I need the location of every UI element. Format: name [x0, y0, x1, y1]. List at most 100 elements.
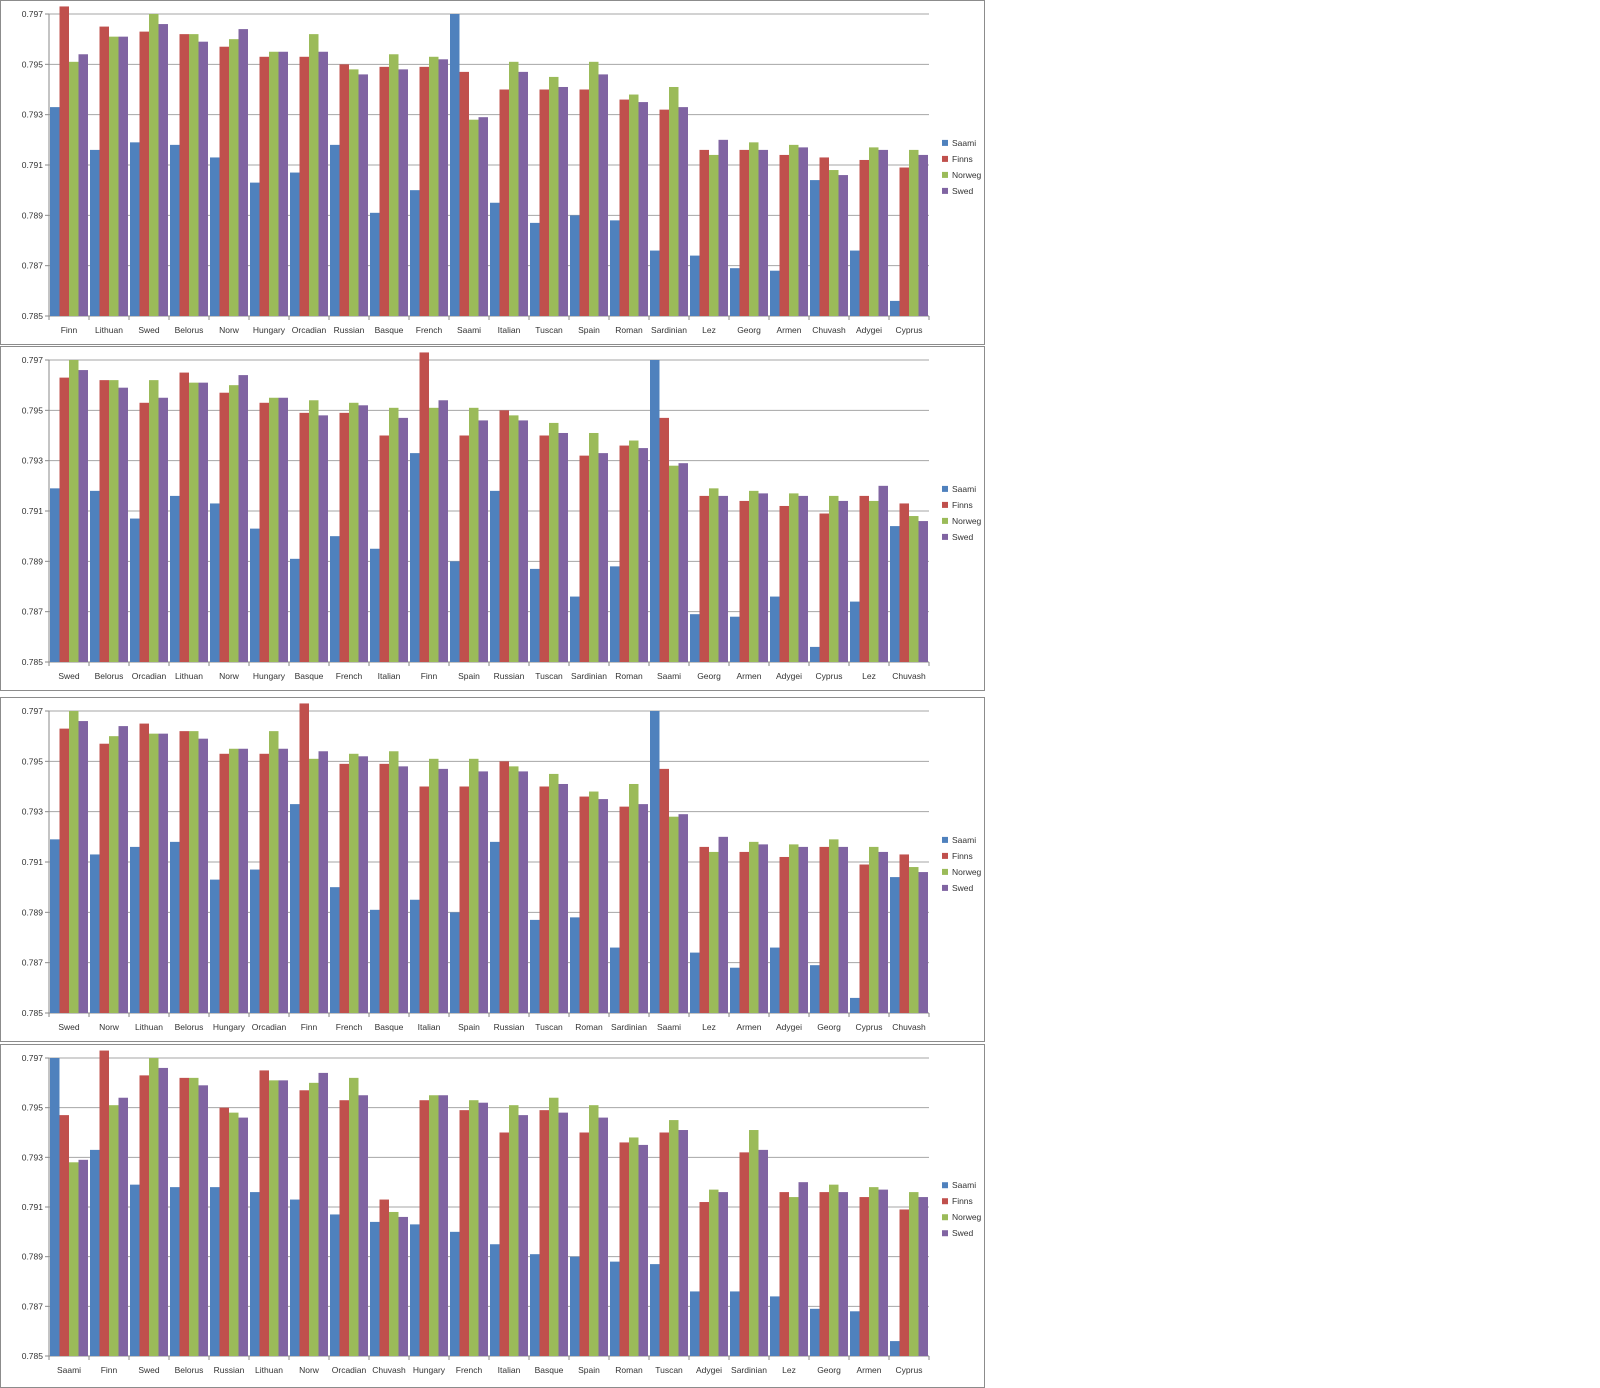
bar-roman-saami — [610, 220, 620, 316]
legend-label-norweg: Norweg — [952, 1212, 982, 1222]
y-tick-label: 0.787 — [22, 261, 44, 271]
bar-french-saami — [410, 190, 420, 316]
legend-swatch-saami — [942, 1182, 948, 1189]
bar-russian-swed — [238, 1117, 248, 1356]
bar-finn-norweg — [309, 758, 319, 1013]
bar-italian-swed — [518, 71, 528, 316]
bar-cyprus-saami — [890, 300, 900, 316]
bar-italian-norweg — [509, 1105, 519, 1356]
bar-swed-finns — [59, 728, 69, 1013]
bar-saami-saami — [650, 360, 660, 662]
bar-saami-norweg — [69, 1162, 79, 1356]
bar-belorus-norweg — [189, 34, 199, 317]
bar-basque-saami — [290, 558, 300, 662]
x-category-label: Russian — [334, 325, 365, 335]
bar-armen-finns — [739, 500, 749, 662]
bar-norw-norweg — [109, 736, 119, 1013]
bar-hungary-finns — [259, 402, 269, 662]
bar-armen-saami — [850, 1311, 860, 1356]
bar-spain-finns — [579, 89, 589, 316]
bar-finn-saami — [410, 453, 420, 662]
bar-cyprus-norweg — [909, 1192, 919, 1356]
bar-armen-swed — [758, 844, 768, 1013]
bar-french-swed — [358, 756, 368, 1013]
bar-sardinian-swed — [758, 1149, 768, 1356]
bar-lez-finns — [779, 1192, 789, 1356]
bar-saami-norweg — [469, 119, 479, 316]
y-tick-label: 0.785 — [22, 311, 44, 321]
bar-italian-saami — [410, 899, 420, 1013]
x-category-label: Lez — [702, 325, 716, 335]
bar-hungary-finns — [259, 56, 269, 317]
bar-belorus-finns — [99, 380, 109, 662]
bar-norw-saami — [210, 503, 220, 662]
y-tick-label: 0.791 — [22, 160, 44, 170]
bar-chuvash-swed — [918, 521, 928, 662]
bar-lithuan-saami — [90, 149, 100, 316]
bar-sardinian-finns — [739, 1152, 749, 1356]
legend-swatch-saami — [942, 836, 948, 843]
bar-armen-finns — [739, 851, 749, 1013]
bar-tuscan-swed — [558, 783, 568, 1013]
bar-belorus-saami — [170, 144, 180, 316]
bar-spain-saami — [450, 912, 460, 1013]
bar-adygei-finns — [859, 159, 869, 316]
bar-spain-finns — [579, 1132, 589, 1356]
bar-cyprus-finns — [819, 513, 829, 662]
x-category-label: Lithuan — [175, 671, 203, 681]
x-category-label: Belorus — [175, 1022, 204, 1032]
bar-adygei-norweg — [789, 493, 799, 662]
bar-georg-swed — [718, 495, 728, 662]
bar-lez-swed — [718, 836, 728, 1013]
bar-tuscan-saami — [650, 1264, 660, 1356]
bar-adygei-finns — [779, 505, 789, 662]
bar-saami-finns — [659, 768, 669, 1013]
bar-chuvash-saami — [810, 180, 820, 316]
bar-finn-swed — [438, 400, 448, 662]
bar-orcadian-finns — [259, 753, 269, 1013]
bar-adygei-saami — [850, 250, 860, 316]
bar-georg-finns — [819, 1192, 829, 1356]
y-tick-label: 0.787 — [22, 1301, 44, 1311]
bar-lez-saami — [690, 952, 700, 1013]
bar-italian-swed — [518, 1115, 528, 1356]
bar-sardinian-swed — [598, 453, 608, 662]
bar-russian-norweg — [229, 1112, 239, 1356]
bar-italian-norweg — [389, 407, 399, 662]
x-category-label: Basque — [535, 1365, 564, 1375]
x-category-label: Finn — [101, 1365, 118, 1375]
bar-chuvash-norweg — [829, 170, 839, 316]
bar-roman-saami — [610, 1261, 620, 1356]
x-category-label: Lez — [862, 671, 876, 681]
bar-roman-swed — [638, 1144, 648, 1356]
bar-orcadian-swed — [318, 51, 328, 316]
bar-swed-norweg — [149, 1058, 159, 1356]
bar-basque-swed — [318, 415, 328, 662]
bar-belorus-saami — [90, 490, 100, 662]
x-category-label: Orcadian — [252, 1022, 287, 1032]
bar-norw-finns — [219, 46, 229, 316]
bar-french-norweg — [469, 1100, 479, 1356]
bar-georg-swed — [838, 1192, 848, 1356]
bar-tuscan-norweg — [549, 773, 559, 1013]
bar-lez-swed — [878, 485, 888, 662]
legend-swatch-saami — [942, 485, 948, 492]
bar-chuvash-swed — [838, 175, 848, 316]
x-category-label: Russian — [214, 1365, 245, 1375]
x-category-label: Chuvash — [812, 325, 846, 335]
bar-georg-norweg — [829, 839, 839, 1013]
bar-chart-2: 0.785 0.787 0.789 0.791 0.793 0.795 0.797 Swed B… — [22, 352, 982, 681]
bar-roman-norweg — [589, 791, 599, 1013]
bar-saami-swed — [678, 463, 688, 662]
bar-chart-3: 0.785 0.787 0.789 0.791 0.793 0.795 0.797 Swed N… — [22, 703, 982, 1032]
bar-finn-finns — [419, 352, 429, 662]
x-category-label: Swed — [138, 325, 160, 335]
bar-chuvash-saami — [370, 1221, 380, 1356]
x-category-label: Finn — [61, 325, 78, 335]
bar-swed-swed — [78, 370, 88, 662]
bar-tuscan-swed — [678, 1130, 688, 1356]
bar-norw-norweg — [229, 385, 239, 662]
bar-italian-finns — [499, 1132, 509, 1356]
bar-adygei-swed — [718, 1192, 728, 1356]
x-category-label: Hungary — [413, 1365, 446, 1375]
